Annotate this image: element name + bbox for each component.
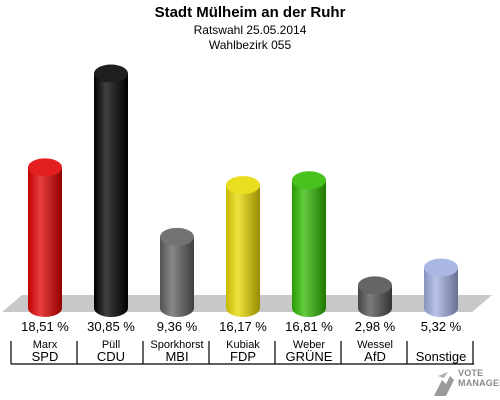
value-label: 30,85 % <box>87 319 135 334</box>
bar-sonstige <box>424 258 458 317</box>
bar-fdp <box>226 176 260 317</box>
value-label: 16,17 % <box>219 319 267 334</box>
party-label: Sonstige <box>416 349 467 364</box>
label-axis <box>10 341 474 365</box>
candidate-label: Sporkhorst <box>150 339 203 351</box>
party-label: SPD <box>32 349 59 364</box>
logo-line-2: MANAGER <box>458 378 500 388</box>
value-label: 9,36 % <box>157 319 198 334</box>
candidate-label: Püll <box>102 339 120 351</box>
candidate-label: Marx <box>33 339 58 351</box>
party-label: AfD <box>364 349 386 364</box>
bar-afd <box>358 276 392 317</box>
bar-spd <box>28 158 62 317</box>
value-label: 5,32 % <box>421 319 462 334</box>
bar-cdu <box>94 64 128 317</box>
district-label: Wahlbezirk 055 <box>208 38 292 52</box>
logo-line-1: VOTE <box>458 368 484 378</box>
candidate-label: Weber <box>293 339 326 351</box>
chart-title: Stadt Mülheim an der Ruhr <box>154 4 346 21</box>
party-label: CDU <box>97 349 125 364</box>
chart-subtitle: Ratswahl 25.05.2014 <box>193 23 307 37</box>
candidate-label: Kubiak <box>226 339 260 351</box>
candidate-label: Wessel <box>357 339 393 351</box>
party-label: GRÜNE <box>286 349 333 364</box>
value-label: 18,51 % <box>21 319 69 334</box>
value-label: 2,98 % <box>355 319 396 334</box>
party-label: MBI <box>165 349 188 364</box>
party-label: FDP <box>230 349 256 364</box>
bar-grüne <box>292 171 326 317</box>
bar-mbi <box>160 227 194 317</box>
value-label: 16,81 % <box>285 319 333 334</box>
